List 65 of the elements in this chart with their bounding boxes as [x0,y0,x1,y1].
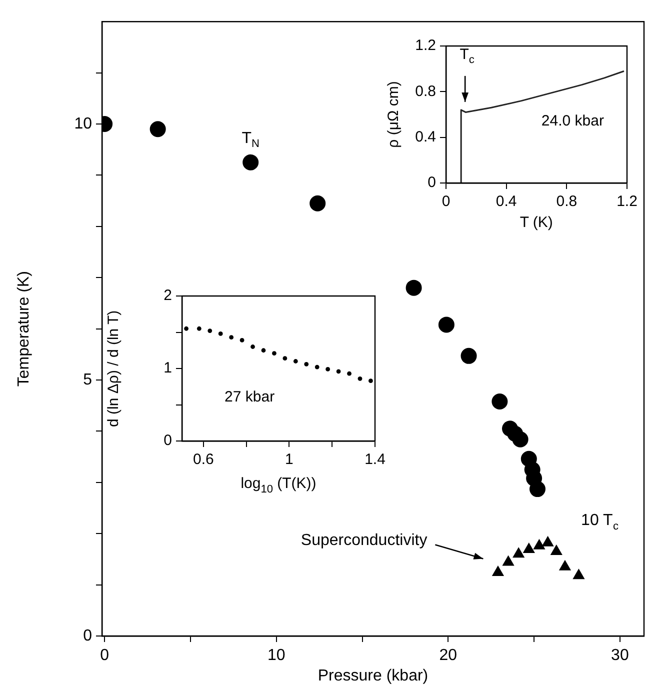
y-axis-title: Temperature (K) [15,271,32,387]
y-tick-label: 1 [164,360,172,377]
point [282,356,288,361]
point [512,547,525,558]
y-axis-title: d (ln Δρ) / d (ln T) [105,310,122,427]
point [229,335,234,340]
x-tick-label: 0.4 [496,193,517,210]
x-tick-label: 20 [439,647,458,664]
y-axis-title: ρ (μΩ cm) [385,81,402,148]
point [240,338,244,342]
y-tick-label: 0 [428,174,436,192]
point [533,538,546,550]
x-axis-title: T (K) [520,214,553,232]
point [196,326,202,331]
point [529,481,546,498]
point [184,326,188,331]
point [522,542,535,553]
annotation: 24.0 kbar [541,112,604,130]
point [242,154,259,170]
x-tick-label: 30 [611,647,629,664]
point [492,394,508,410]
point [512,431,528,448]
point [314,364,320,370]
annotation: 27 kbar [224,388,275,406]
y-tick-label: 0 [83,627,92,644]
y-tick-label: 0 [164,432,172,450]
point [336,369,341,374]
point [208,328,212,333]
x-tick-label: 0.6 [193,451,214,468]
annotation: Superconductivity [300,532,428,550]
point [150,121,166,138]
point [250,344,255,349]
point [261,348,266,353]
point [502,555,514,566]
point [558,560,572,570]
point [347,371,352,376]
y-tick-label: 1.2 [415,37,436,54]
point [218,332,223,336]
x-tick-label: 10 [267,647,286,664]
point [310,195,326,212]
point [572,568,585,580]
y-tick-label: 5 [83,371,92,388]
point [293,359,298,364]
x-tick-label: 1.4 [364,451,386,468]
point [406,280,422,296]
point [368,378,373,384]
point [272,351,276,356]
point [326,367,330,372]
x-axis-title: Pressure (kbar) [318,667,428,684]
point [460,348,477,364]
x-tick-label: 0 [100,647,110,664]
x-tick-label: 1.2 [616,193,638,210]
point [550,544,562,556]
point [542,536,554,546]
point [492,566,504,576]
point [438,316,454,333]
y-tick-label: 10 [74,115,92,132]
y-tick-label: 0.4 [415,128,436,146]
y-tick-label: 2 [164,287,172,304]
x-tick-label: 1 [285,451,294,468]
point [358,376,362,381]
y-tick-label: 0.8 [415,82,436,100]
x-tick-label: 0 [442,193,450,210]
x-tick-label: 0.8 [556,193,578,210]
point [304,362,309,366]
